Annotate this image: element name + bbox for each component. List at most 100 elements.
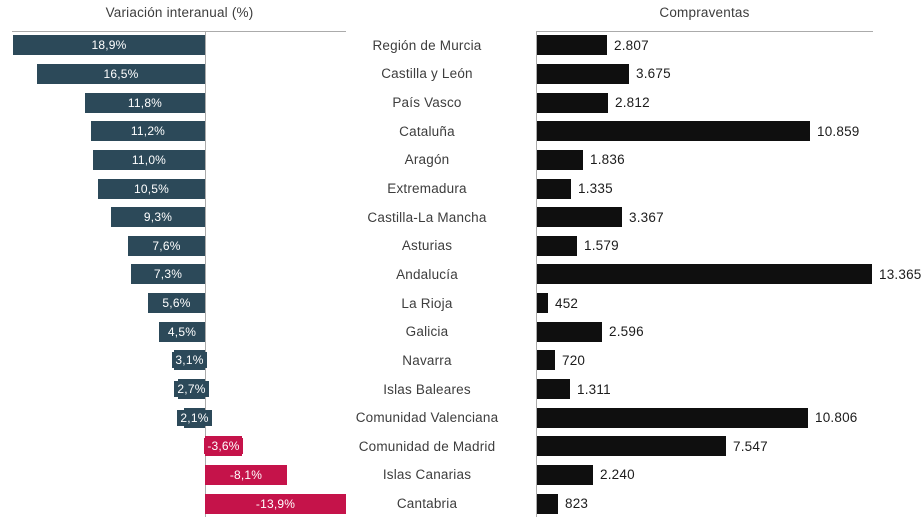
variation-value-label: 5,6% <box>159 295 194 312</box>
variation-value-label: 2,1% <box>177 409 212 426</box>
variation-cell: 7,6% <box>0 231 346 260</box>
right-chart-top-axis <box>536 31 873 32</box>
variation-value-label: 18,9% <box>88 37 130 54</box>
sales-cell: 13.365 <box>536 260 924 289</box>
region-label: Castilla-La Mancha <box>367 209 487 225</box>
sales-value-label: 452 <box>555 295 579 311</box>
sales-value-label: 10.806 <box>815 410 858 426</box>
sales-value-label: 1.335 <box>578 181 613 197</box>
region-label: País Vasco <box>392 95 462 111</box>
chart-row: -13,9% Cantabria 823 <box>0 489 924 518</box>
region-label: Aragón <box>404 152 450 168</box>
sales-value-label: 1.579 <box>584 238 619 254</box>
sales-bar <box>537 92 608 113</box>
sales-value-label: 2.807 <box>614 37 649 53</box>
region-label: Castilla y León <box>381 66 473 82</box>
left-chart-title: Variación interanual (%) <box>105 5 254 20</box>
left-chart-zero-line <box>205 31 206 517</box>
variation-bar: 5,6% <box>148 293 205 314</box>
variation-bar: 2,7% <box>174 379 209 399</box>
sales-cell: 7.547 <box>536 432 924 461</box>
chart-rows: 18,9% Región de Murcia 2.807 16,5% Castilla … <box>0 31 924 518</box>
variation-value-label: 11,8% <box>124 94 166 111</box>
sales-cell: 720 <box>536 346 924 375</box>
sales-cell: 1.836 <box>536 146 924 175</box>
chart-row: 18,9% Región de Murcia 2.807 <box>0 31 924 60</box>
chart-row: 7,6% Asturias 1.579 <box>0 231 924 260</box>
variation-cell: 5,6% <box>0 289 346 318</box>
variation-bar: 7,3% <box>131 264 205 285</box>
chart-row: 11,8% País Vasco 2.812 <box>0 88 924 117</box>
sales-bar <box>537 293 548 314</box>
variation-value-label: 16,5% <box>100 65 142 82</box>
sales-cell: 2.807 <box>536 31 924 60</box>
region-label: Islas Baleares <box>383 381 471 397</box>
chart-row: 2,7% Islas Baleares 1.311 <box>0 375 924 404</box>
variation-bar: 18,9% <box>13 35 205 56</box>
variation-value-label: -3,6% <box>204 438 243 455</box>
sales-value-label: 1.311 <box>577 381 611 397</box>
sales-bar <box>537 264 872 285</box>
sales-cell: 3.367 <box>536 203 924 232</box>
sales-bar <box>537 407 808 428</box>
sales-value-label: 10.859 <box>817 123 860 139</box>
sales-value-label: 1.836 <box>590 152 625 168</box>
sales-bar <box>537 121 810 142</box>
region-label: Andalucía <box>396 266 458 282</box>
sales-cell: 1.335 <box>536 174 924 203</box>
variation-cell: 2,1% <box>0 403 346 432</box>
variation-cell: 11,0% <box>0 146 346 175</box>
variation-bar: 7,6% <box>128 235 205 256</box>
chart-row: 11,0% Aragón 1.836 <box>0 146 924 175</box>
sales-cell: 10.806 <box>536 403 924 432</box>
sales-value-label: 3.675 <box>636 66 671 82</box>
variation-bar: 11,8% <box>85 92 205 113</box>
variation-value-label: 11,0% <box>128 151 170 168</box>
variation-value-label: 10,5% <box>130 180 173 197</box>
sales-bar <box>537 379 570 399</box>
sales-bar <box>537 436 726 457</box>
sales-value-label: 2.240 <box>600 467 635 483</box>
sales-value-label: 2.812 <box>615 95 650 111</box>
sales-value-label: 823 <box>565 496 589 512</box>
sales-bar <box>537 149 583 170</box>
region-label: Extremadura <box>387 181 467 197</box>
chart-row: 7,3% Andalucía 13.365 <box>0 260 924 289</box>
variation-value-label: 11,2% <box>127 123 169 140</box>
sales-value-label: 2.596 <box>609 324 644 340</box>
sales-value-label: 7.547 <box>733 438 768 454</box>
sales-bar <box>537 35 607 56</box>
variation-bar: 10,5% <box>98 178 205 199</box>
variation-cell: 11,2% <box>0 117 346 146</box>
chart-row: 10,5% Extremadura 1.335 <box>0 174 924 203</box>
variation-bar: 11,0% <box>93 149 205 170</box>
variation-cell: 18,9% <box>0 31 346 60</box>
right-chart-title: Compraventas <box>659 5 750 20</box>
right-chart-baseline-axis <box>536 31 537 517</box>
region-label: Comunidad Valenciana <box>355 410 499 426</box>
sales-cell: 452 <box>536 289 924 318</box>
sales-bar <box>537 464 593 485</box>
variation-cell: 7,3% <box>0 260 346 289</box>
sales-value-label: 720 <box>562 352 586 368</box>
region-label: Región de Murcia <box>372 37 482 53</box>
sales-cell: 1.579 <box>536 231 924 260</box>
variation-bar: 3,1% <box>172 350 207 371</box>
region-label: Navarra <box>402 352 452 368</box>
variation-value-label: -13,9% <box>252 495 299 512</box>
variation-bar: 2,1% <box>177 407 212 428</box>
region-label: Galicia <box>405 324 449 340</box>
variation-bar: 16,5% <box>37 63 205 84</box>
variation-cell: 4,5% <box>0 317 346 346</box>
variation-cell: 2,7% <box>0 375 346 404</box>
variation-bar: 11,2% <box>91 121 205 142</box>
variation-value-label: 4,5% <box>164 323 200 340</box>
variation-value-label: 9,3% <box>140 209 176 226</box>
variation-cell: -3,6% <box>0 432 346 461</box>
chart-row: -3,6% Comunidad de Madrid 7.547 <box>0 432 924 461</box>
sales-bar <box>537 350 555 371</box>
chart-row: 9,3% Castilla-La Mancha 3.367 <box>0 203 924 232</box>
variation-bar: -8,1% <box>205 464 287 485</box>
variation-value-label: 7,6% <box>149 237 184 254</box>
